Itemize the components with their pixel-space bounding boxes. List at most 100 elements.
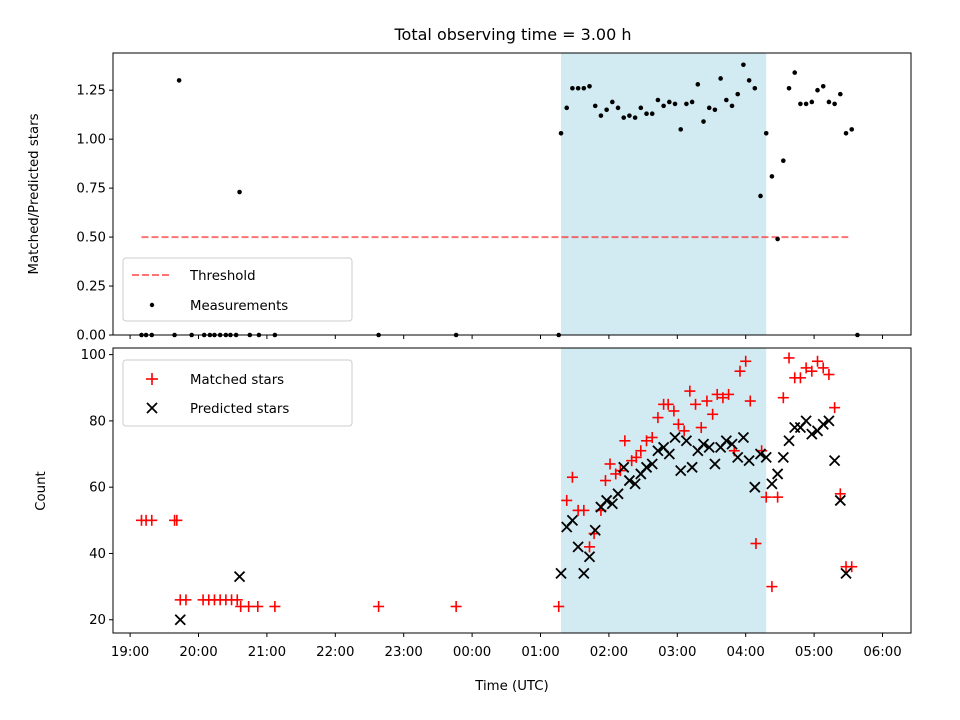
chart-title: Total observing time = 3.00 h (393, 25, 631, 44)
measurement-point (587, 83, 592, 89)
bottom-legend: Matched stars Predicted stars (122, 359, 353, 427)
measurement-point (684, 101, 689, 107)
predicted-star-marker (612, 488, 624, 500)
matched-star-marker (734, 365, 746, 377)
predicted-star-marker (675, 464, 687, 477)
measurement-point (701, 119, 706, 124)
matched-star-marker (619, 435, 631, 447)
matched-star-marker (834, 488, 846, 500)
predicted-star-marker (737, 431, 750, 444)
top-x-axis-ticks (129, 335, 883, 339)
top-panel: 0.00 0.25 0.50 0.75 1.00 1.25 Matched/Predict… (27, 52, 912, 344)
predicted-star-marker (686, 461, 698, 473)
x-tick-label: 02:00 (590, 645, 628, 660)
matched-star-marker (662, 398, 674, 410)
y-tick-label: 80 (89, 414, 106, 429)
measurement-point (649, 111, 655, 117)
predicted-star-marker (623, 474, 636, 487)
y-tick-label: 0.00 (76, 329, 106, 344)
matched-star-marker (578, 504, 590, 516)
x-axis-label: Time (UTC) (474, 679, 549, 694)
matched-star-marker (829, 402, 841, 414)
measurement-point (735, 91, 741, 97)
measurement-point (741, 62, 746, 68)
x-tick-label: 19:00 (111, 645, 149, 660)
matched-star-marker (744, 395, 756, 407)
x-tick-label: 01:00 (521, 645, 559, 660)
matched-star-marker (772, 491, 784, 503)
top-plot-frame (112, 52, 912, 336)
legend-measurements-label: Measurements (190, 299, 288, 314)
matched-star-marker (672, 418, 684, 430)
measurement-point (237, 189, 242, 195)
x-tick-label: 23:00 (385, 645, 423, 660)
y-tick-label: 1.00 (76, 133, 106, 148)
x-tick-label: 00:00 (453, 645, 491, 660)
predicted-star-marker (629, 478, 641, 490)
bottom-plot-frame (112, 347, 912, 634)
predicted-stars-points (174, 415, 852, 626)
matched-star-marker (817, 362, 829, 374)
y-tick-label: 100 (81, 348, 106, 363)
measurement-point (598, 113, 604, 118)
measurement-point (803, 101, 809, 107)
predicted-star-marker (174, 614, 186, 626)
measurement-point (689, 99, 695, 105)
predicted-star-marker (806, 428, 818, 440)
bottom-panel: 20 40 60 80 100 19:00 20:00 21:00 22:00 23:00 00:… (34, 347, 912, 694)
predicted-star-marker (600, 494, 613, 507)
measurement-point (644, 111, 649, 117)
measurement-point (786, 85, 792, 91)
predicted-star-marker (800, 415, 812, 427)
measurement-point (706, 105, 712, 111)
measurement-point (849, 127, 855, 132)
matched-star-marker (777, 392, 789, 404)
bottom-y-axis-label: Count (34, 471, 49, 511)
measurement-point (843, 130, 849, 136)
measurement-point (826, 99, 832, 105)
matched-star-marker (146, 514, 158, 526)
predicted-star-marker (749, 481, 761, 493)
top-legend-box (122, 257, 353, 322)
matched-star-marker (823, 369, 835, 381)
predicted-star-marker (697, 438, 710, 450)
measurement-point (792, 70, 798, 75)
measurement-point (838, 91, 843, 97)
matched-star-marker (450, 600, 462, 612)
matched-star-marker (599, 475, 611, 487)
y-tick-label: 0.25 (76, 280, 106, 295)
bottom-x-axis-ticks: 19:00 20:00 21:00 22:00 23:00 00:00 01:00 02:00… (111, 633, 902, 660)
predicted-star-marker (766, 478, 778, 490)
y-tick-label: 60 (89, 481, 106, 496)
matched-star-marker (604, 458, 616, 470)
predicted-star-marker (566, 514, 579, 526)
predicted-star-marker (732, 451, 744, 463)
matched-star-marker (180, 594, 192, 606)
predicted-star-marker (828, 455, 841, 467)
measurement-point (746, 78, 752, 83)
measurement-point (176, 78, 182, 83)
matched-star-marker (695, 422, 707, 434)
predicted-star-marker (233, 571, 246, 583)
predicted-star-marker (760, 451, 772, 463)
measurement-point (781, 158, 786, 164)
measurement-point (581, 85, 587, 91)
predicted-star-marker (669, 431, 681, 444)
predicted-star-marker (663, 448, 675, 460)
matched-star-marker (766, 581, 778, 593)
measurement-point (712, 107, 718, 113)
matched-star-marker (800, 362, 812, 374)
matched-star-marker (566, 471, 578, 483)
measurement-point (769, 174, 775, 179)
matched-star-marker (711, 388, 723, 400)
matched-star-marker (684, 385, 696, 397)
predicted-star-marker (771, 468, 784, 480)
matched-star-marker (750, 538, 762, 550)
measurement-point (718, 76, 723, 81)
matched-star-marker (553, 600, 565, 612)
matched-star-marker (760, 491, 772, 503)
x-tick-label: 06:00 (863, 645, 901, 660)
matched-star-marker (794, 372, 806, 384)
legend-threshold-label: Threshold (189, 269, 256, 284)
